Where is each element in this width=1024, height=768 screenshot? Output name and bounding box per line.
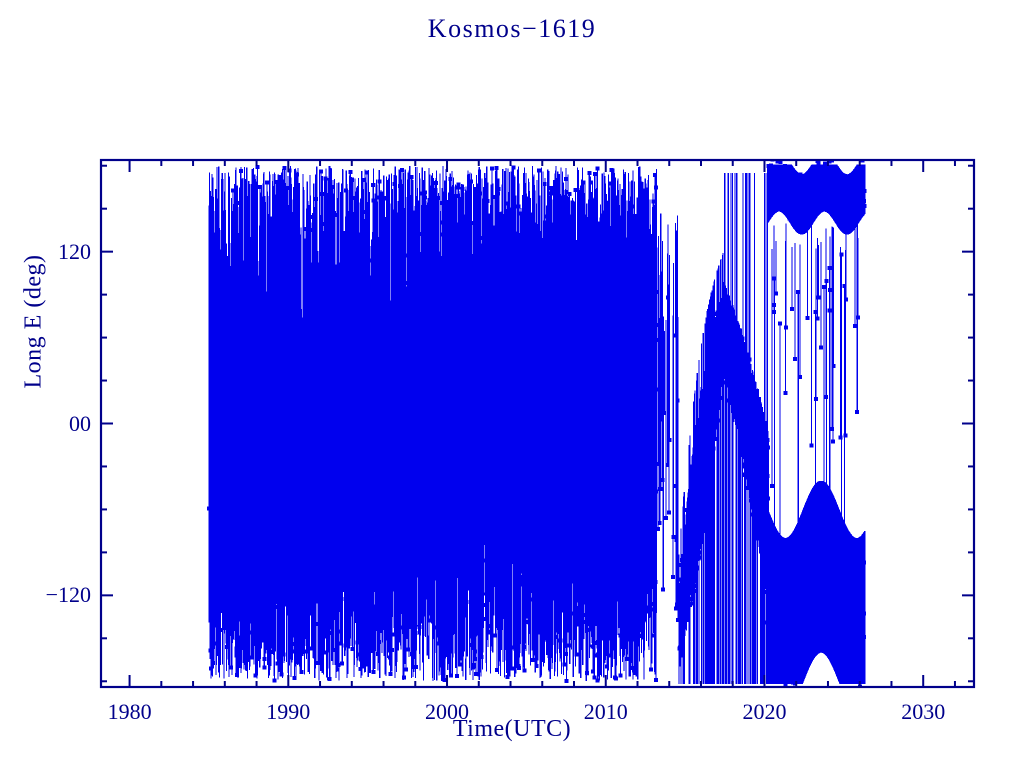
y-tick-label: −120 — [45, 582, 91, 608]
axes-layer — [99, 158, 976, 689]
x-tick-label: 2020 — [742, 699, 787, 724]
data-series-layer — [207, 161, 867, 686]
x-tick-label: 2010 — [583, 699, 628, 724]
x-tick-label: 2000 — [425, 699, 470, 724]
x-tick-label: 1990 — [266, 699, 311, 724]
x-tick-label: 2030 — [901, 699, 946, 724]
x-tick-label: 1980 — [107, 699, 152, 724]
y-tick-label: 00 — [69, 410, 91, 436]
chart-title: Kosmos−1619 — [427, 14, 597, 43]
x-axis-label: Time(UTC) — [452, 716, 572, 742]
y-tick-label: 120 — [58, 238, 91, 264]
